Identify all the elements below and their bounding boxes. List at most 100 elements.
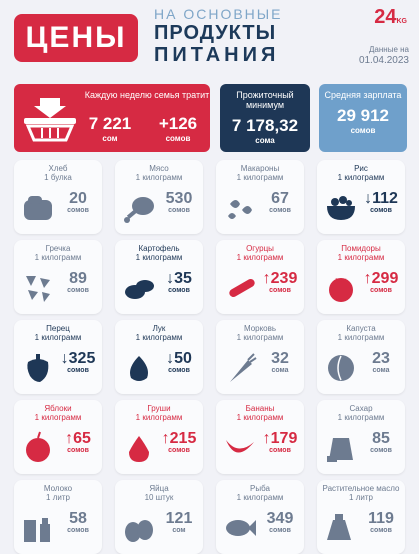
product-unit: сомов	[269, 447, 291, 454]
min-label: Прожиточный минимум	[236, 90, 294, 110]
product-price: ↓35	[166, 270, 192, 287]
pear-icon	[129, 436, 149, 462]
product-unit: сомов	[67, 527, 89, 534]
product-qty: 1 килограмм	[236, 173, 284, 182]
product-name: Рис	[354, 164, 368, 173]
weekly-value: 7 221	[88, 114, 132, 133]
product-name-block: Огурцы 1 килограмм	[216, 244, 304, 262]
product-card: Морковь 1 килограмм 32 сома	[216, 320, 304, 394]
product-price: ↑239	[262, 270, 298, 287]
product-qty: 1 килограмм	[135, 413, 183, 422]
product-name: Картофель	[138, 244, 180, 253]
product-price: ↓325	[60, 350, 96, 367]
product-price-block: ↓325 сомов	[56, 350, 100, 374]
product-name-block: Перец 1 килограмм	[14, 324, 102, 342]
product-name-block: Яйца 10 штук	[115, 484, 203, 502]
product-name-block: Рыба 1 килограмм	[216, 484, 304, 502]
product-card: Капуста 1 килограмм 23 сома	[317, 320, 405, 394]
product-name: Мясо	[149, 164, 169, 173]
product-price-block: 530 сомов	[157, 190, 201, 214]
banana-icon	[226, 440, 254, 453]
product-name: Яблоки	[44, 404, 72, 413]
onion-icon	[130, 356, 148, 381]
product-name-block: Морковь 1 килограмм	[216, 324, 304, 342]
product-unit: сомов	[168, 287, 190, 294]
product-card: Сахар 1 килограмм 85 сомов	[317, 400, 405, 474]
product-qty: 1 литр	[349, 493, 373, 502]
product-unit: сомов	[168, 367, 190, 374]
product-price-block: ↑179 сомов	[258, 430, 302, 454]
product-card: Макароны 1 килограмм 67 сомов	[216, 160, 304, 234]
product-price-block: ↑239 сомов	[258, 270, 302, 294]
product-price-block: 119 сомов	[359, 510, 403, 534]
product-name: Рыба	[250, 484, 270, 493]
product-name-block: Лук 1 килограмм	[115, 324, 203, 342]
product-qty: 1 килограмм	[34, 253, 82, 262]
product-unit: сомов	[67, 207, 89, 214]
product-price: ↑179	[262, 430, 298, 447]
product-name: Молоко	[43, 484, 73, 493]
product-unit: сома	[271, 367, 289, 374]
product-qty: 1 килограмм	[34, 333, 82, 342]
site-logo[interactable]: 24KG	[374, 6, 407, 29]
product-price-block: 85 сомов	[359, 430, 403, 454]
product-price: ↑65	[65, 430, 91, 447]
product-qty: 1 килограмм	[337, 413, 385, 422]
weekly-value-block: 7 221 сом	[86, 114, 134, 143]
product-name: Макароны	[240, 164, 280, 173]
product-name: Перец	[46, 324, 70, 333]
product-name: Груши	[147, 404, 171, 413]
product-name: Морковь	[243, 324, 277, 333]
product-name-block: Мясо 1 килограмм	[115, 164, 203, 182]
product-name-block: Макароны 1 килограмм	[216, 164, 304, 182]
product-card: Рис 1 килограмм ↓112 сомов	[317, 160, 405, 234]
product-card: Хлеб 1 булка 20 сомов	[14, 160, 102, 234]
product-price: 32	[271, 350, 289, 367]
product-price-block: 32 сома	[258, 350, 302, 374]
product-name-block: Хлеб 1 булка	[14, 164, 102, 182]
product-name-block: Рис 1 килограмм	[317, 164, 405, 182]
rice-icon	[327, 196, 355, 220]
product-price: ↑215	[161, 430, 197, 447]
product-qty: 1 килограмм	[337, 173, 385, 182]
product-price-block: 23 сома	[359, 350, 403, 374]
product-unit: сомов	[370, 287, 392, 294]
product-name-block: Бананы 1 килограмм	[216, 404, 304, 422]
weekly-change-unit: сомов	[165, 134, 191, 143]
product-price-block: 121 сом	[157, 510, 201, 534]
product-price: 121	[165, 510, 193, 527]
product-price: 349	[266, 510, 294, 527]
buckwheat-icon	[26, 276, 50, 302]
title-line3: ПИТАНИЯ	[154, 44, 280, 66]
product-price: 58	[69, 510, 87, 527]
product-price-block: ↑299 сомов	[359, 270, 403, 294]
weekly-label: Каждую неделю семья тратит	[84, 90, 210, 100]
product-name: Помидоры	[341, 244, 381, 253]
product-price: 85	[372, 430, 390, 447]
product-card: Огурцы 1 килограмм ↑239 сомов	[216, 240, 304, 314]
eggs-icon	[125, 520, 153, 542]
product-qty: 1 килограмм	[34, 413, 82, 422]
product-price-block: ↓35 сомов	[157, 270, 201, 294]
weekly-spend-box: Каждую неделю семья тратит 7 221 сом +12…	[14, 84, 210, 152]
product-price: 23	[372, 350, 390, 367]
product-card: Яйца 10 штук 121 сом	[115, 480, 203, 554]
product-qty: 1 булка	[44, 173, 72, 182]
product-qty: 1 килограмм	[135, 333, 183, 342]
title-line1: НА ОСНОВНЫЕ	[154, 6, 283, 22]
product-qty: 1 килограмм	[236, 333, 284, 342]
pepper-icon	[27, 354, 49, 382]
product-name-block: Яблоки 1 килограмм	[14, 404, 102, 422]
product-name-block: Молоко 1 литр	[14, 484, 102, 502]
product-card: Бананы 1 килограмм ↑179 сомов	[216, 400, 304, 474]
date-label: Данные на	[369, 45, 409, 54]
product-unit: сомов	[269, 287, 291, 294]
product-name: Капуста	[346, 324, 376, 333]
basket-icon	[24, 98, 76, 142]
product-name: Лук	[152, 324, 166, 333]
pasta-icon	[228, 200, 252, 219]
product-price-block: ↓112 сомов	[359, 190, 403, 214]
weekly-unit: сом	[102, 134, 118, 143]
product-unit: сом	[172, 527, 186, 534]
logo-number: 24	[374, 6, 397, 28]
